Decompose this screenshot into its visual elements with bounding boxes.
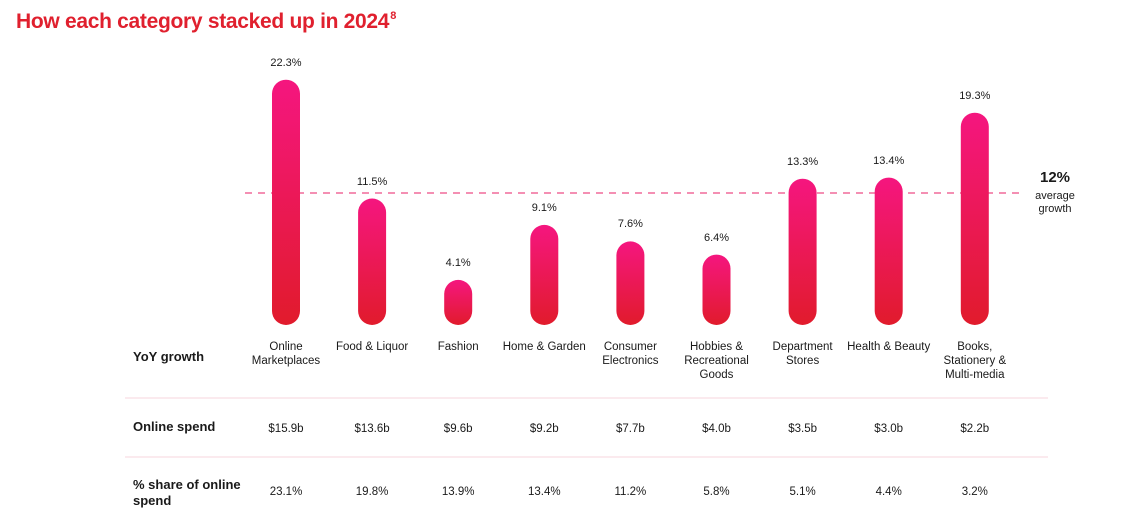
chart-title: How each category stacked up in 20248 [16,10,396,34]
table-cell: 19.8% [355,486,389,498]
table-cell: $13.6b [354,423,390,435]
value-label: 6.4% [703,231,730,244]
value-label: 22.3% [270,56,302,69]
bar [358,198,387,325]
table-cell: 13.4% [527,486,561,498]
category-label: Consumer Electronics [602,341,659,367]
category-label: Department Stores [772,341,833,367]
category-label: Health & Beauty [847,341,931,353]
value-label: 13.3% [786,155,819,168]
bar [874,177,903,325]
bar [788,178,817,325]
bar [960,112,989,325]
table-cell: $3.5b [788,423,817,435]
category-label: Books, Stationery & Multi-media [943,341,1007,381]
table-cell: $15.9b [268,423,304,435]
table-cell: $3.0b [874,423,904,435]
row-label: Online spend [133,419,216,434]
bar [530,224,559,325]
row-label: % share of online spend [133,477,241,508]
average-label: 12% [1039,169,1071,186]
value-label: 13.4% [873,154,905,167]
value-label: 4.1% [445,256,471,269]
table-cell: $2.2b [960,423,990,435]
footnote-mark: 8 [390,10,397,22]
category-label: Home & Garden [502,341,586,353]
table-cell: $9.6b [443,423,473,435]
table-cell: $7.7b [616,423,645,435]
title-text: How each category stacked up in 2024 [16,10,390,33]
bar [616,241,645,325]
value-label: 19.3% [959,89,991,102]
table-cell: 3.2% [961,486,988,498]
table-cell: 23.1% [269,486,303,498]
category-label: Hobbies & Recreational Goods [684,341,749,381]
average-caption: average growth [1035,190,1075,215]
bar [444,279,473,325]
row-label: YoY growth [133,349,205,364]
value-label: 11.5% [356,175,388,188]
value-label: 7.6% [617,218,643,231]
table-cell: 11.2% [614,486,647,498]
table-cell: $4.0b [702,423,731,435]
table-cell: 5.1% [789,486,816,498]
table-cell: 4.4% [875,486,902,498]
category-label: Fashion [437,341,479,353]
bar [702,254,731,325]
value-label: 9.1% [531,201,557,214]
table-cell: 13.9% [441,486,475,498]
bar [272,79,300,325]
table-cell: $9.2b [529,423,559,435]
category-label: Online Marketplaces [251,341,321,367]
category-label: Food & Liquor [335,341,409,353]
table-cell: 5.8% [703,486,730,498]
